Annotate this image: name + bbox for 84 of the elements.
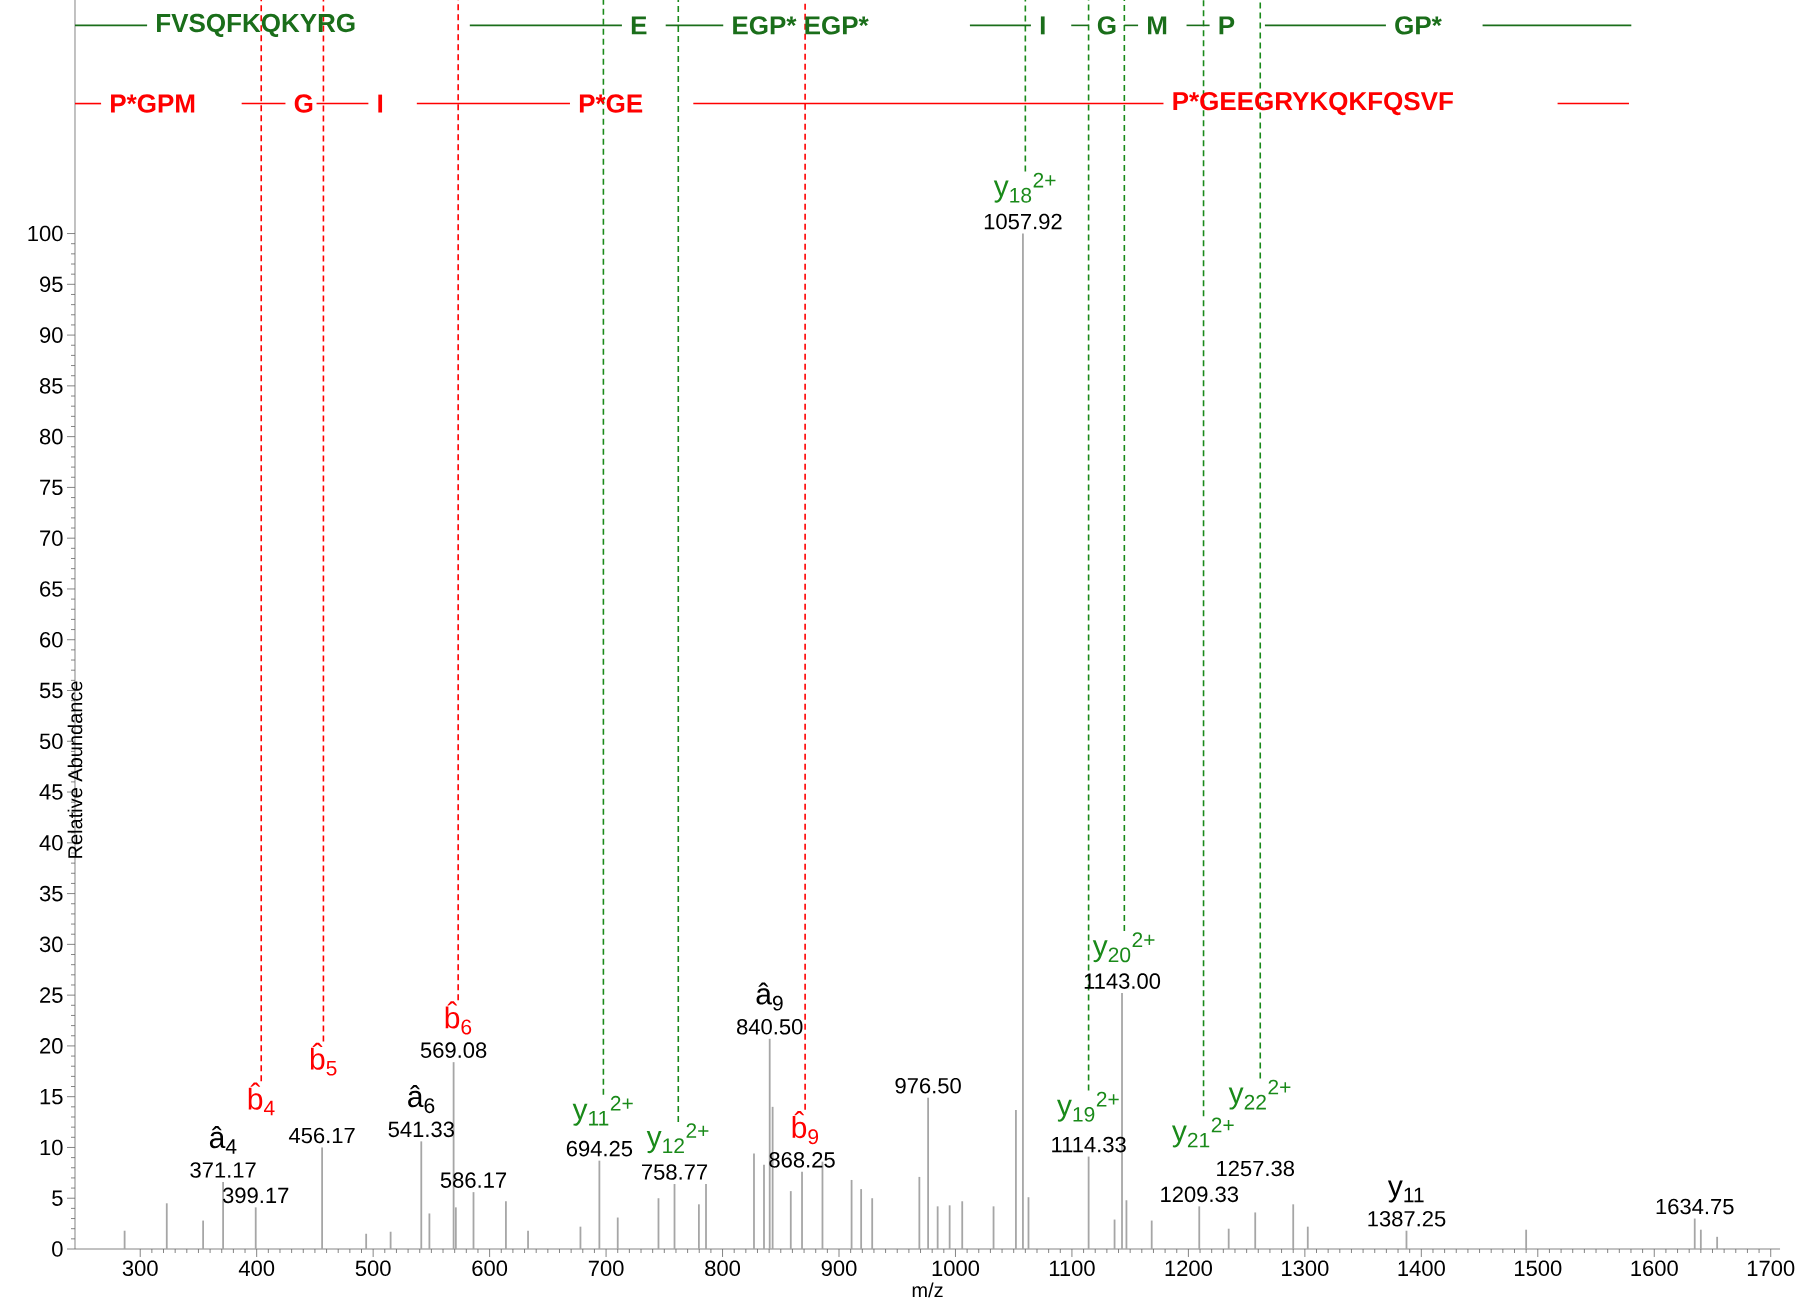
x-tick-label: 600 <box>472 1260 508 1277</box>
y-tick-label: 20 <box>40 1038 63 1054</box>
y-tick-label: 70 <box>40 530 63 546</box>
series-label: P*GEEGRYKQKFQSVF <box>1173 91 1453 116</box>
x-tick-label: 400 <box>238 1260 275 1277</box>
annotation: 1209.33 <box>1161 1186 1239 1203</box>
series-label: I <box>378 94 383 113</box>
ref-line-label: b̂$_{9}$ <box>792 1111 819 1145</box>
series-label: G <box>1097 16 1116 35</box>
y-axis-title: Relative Abundance <box>67 681 83 858</box>
annotation: â$_{6}$ <box>408 1085 435 1114</box>
ref-line-label: y$_{11}$2+ <box>572 1095 633 1126</box>
ref-line-label: y$_{20}$2+ <box>1092 932 1155 963</box>
y-tick-label: 90 <box>40 327 63 343</box>
x-tick-label: 1200 <box>1165 1260 1212 1277</box>
annotation: 456.17 <box>288 1127 355 1144</box>
ref-line-label: y$_{18}$2+ <box>993 172 1056 203</box>
x-tick-label: 1300 <box>1282 1260 1329 1277</box>
x-tick-label: 300 <box>122 1260 158 1277</box>
series-label: P*GE <box>579 94 643 113</box>
y-tick-label: 0 <box>52 1241 63 1257</box>
ref-line-label: y$_{21}$2+ <box>1171 1117 1234 1148</box>
annotation: 840.50 <box>737 1019 803 1035</box>
annotation: 586.17 <box>440 1172 507 1188</box>
x-tick-label: 900 <box>821 1260 857 1277</box>
y-tick-label: 60 <box>40 631 63 648</box>
y-tick-label: 80 <box>39 428 63 445</box>
annotation: 1114.33 <box>1052 1136 1126 1153</box>
y-tick-label: 15 <box>40 1089 63 1105</box>
ref-line-label: y$_{22}$2+ <box>1228 1079 1291 1110</box>
annotation: 694.25 <box>566 1140 633 1157</box>
x-axis-title: m/z <box>912 1282 943 1298</box>
annotation: 1143.00 <box>1084 973 1161 989</box>
y-tick-label: 50 <box>39 733 63 750</box>
annotation: 569.08 <box>420 1042 487 1058</box>
y-tick-label: 55 <box>39 682 63 699</box>
y-tick-label: 100 <box>28 225 63 242</box>
x-tick-label: 1000 <box>932 1260 980 1277</box>
annotation: 1387.25 <box>1368 1210 1446 1227</box>
series-label: I <box>1040 16 1045 35</box>
annotation: â$_{9}$ <box>756 982 783 1011</box>
x-tick-label: 700 <box>588 1260 624 1277</box>
y-tick-label: 85 <box>39 378 63 394</box>
annotation: 1634.75 <box>1656 1198 1734 1215</box>
ref-line-label: y$_{12}$2+ <box>646 1123 709 1154</box>
series-label: P <box>1219 16 1235 35</box>
annotation: 399.17 <box>222 1187 289 1204</box>
series-label: M <box>1148 16 1167 35</box>
x-tick-label: 1100 <box>1049 1260 1095 1277</box>
annotation: â$_{4}$ <box>209 1126 237 1154</box>
x-tick-label: 1700 <box>1747 1260 1795 1277</box>
y-tick-label: 30 <box>39 936 63 953</box>
y-tick-label: 95 <box>40 276 63 293</box>
series-label: FVSQFKQKYRG <box>157 13 355 38</box>
series-label: G <box>294 94 313 113</box>
annotation: 758.77 <box>642 1164 708 1180</box>
annotation: 1257.38 <box>1217 1160 1295 1177</box>
y-tick-label: 10 <box>40 1139 63 1156</box>
y-tick-label: 65 <box>40 581 63 597</box>
y-tick-label: 75 <box>40 479 63 496</box>
ref-line-label: b̂$_{6}$ <box>445 1001 472 1035</box>
x-tick-label: 1400 <box>1398 1260 1445 1277</box>
ref-line-label: b̂$_{4}$ <box>248 1082 275 1116</box>
y-tick-label: 5 <box>52 1190 63 1206</box>
x-tick-label: 800 <box>705 1260 741 1277</box>
y-tick-label: 40 <box>39 835 63 851</box>
ref-line-label: y$_{19}$2+ <box>1057 1091 1119 1122</box>
y-tick-label: 45 <box>39 784 63 800</box>
annotation: 868.25 <box>769 1152 835 1168</box>
annotation: y$_{11}$ <box>1387 1180 1424 1203</box>
series-label: EGP* EGP* <box>733 16 869 35</box>
y-tick-label: 25 <box>40 987 63 1003</box>
x-tick-label: 500 <box>355 1260 391 1277</box>
x-tick-label: 1500 <box>1515 1260 1562 1277</box>
annotation: 541.33 <box>388 1121 454 1138</box>
annotation: 371.17 <box>190 1162 256 1178</box>
series-label: GP* <box>1395 16 1442 35</box>
ref-line-label: b̂$_{5}$ <box>310 1042 337 1076</box>
x-tick-label: 1600 <box>1631 1260 1678 1277</box>
annotation: 1057.92 <box>984 213 1062 230</box>
series-label: E <box>631 16 647 35</box>
series-label: P*GPM <box>111 94 195 113</box>
annotation: 976.50 <box>895 1077 961 1094</box>
y-tick-label: 35 <box>39 885 63 902</box>
